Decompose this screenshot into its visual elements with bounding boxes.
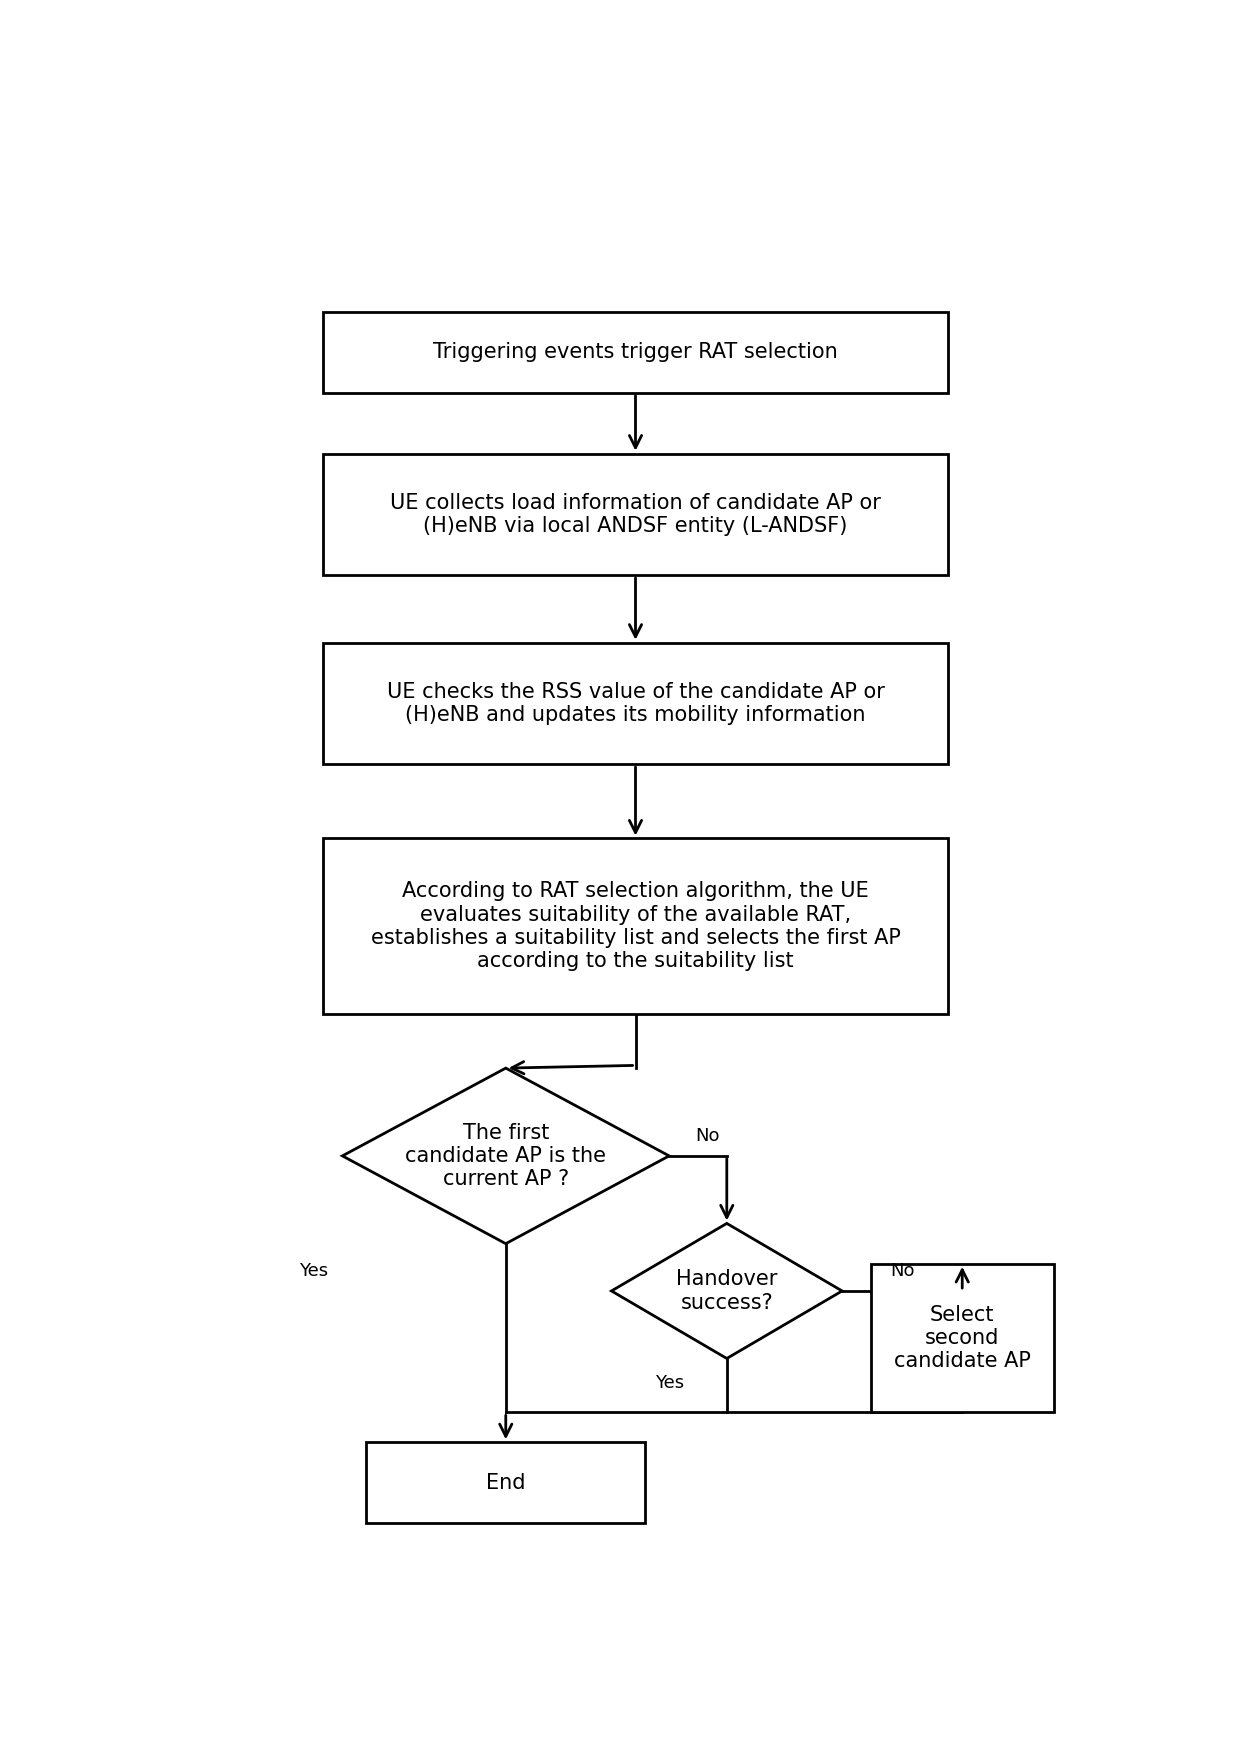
Text: Handover
success?: Handover success? <box>676 1270 777 1312</box>
Text: UE checks the RSS value of the candidate AP or
(H)eNB and updates its mobility i: UE checks the RSS value of the candidate… <box>387 682 884 724</box>
Text: Triggering events trigger RAT selection: Triggering events trigger RAT selection <box>433 342 838 363</box>
Text: End: End <box>486 1473 526 1493</box>
Text: No: No <box>696 1126 720 1145</box>
FancyBboxPatch shape <box>367 1442 645 1522</box>
Text: The first
candidate AP is the
current AP ?: The first candidate AP is the current AP… <box>405 1123 606 1189</box>
FancyBboxPatch shape <box>324 312 947 393</box>
Text: UE collects load information of candidate AP or
(H)eNB via local ANDSF entity (L: UE collects load information of candidat… <box>391 493 880 537</box>
FancyBboxPatch shape <box>324 642 947 765</box>
Text: Select
second
candidate AP: Select second candidate AP <box>894 1305 1030 1372</box>
Text: No: No <box>890 1261 914 1280</box>
FancyBboxPatch shape <box>870 1265 1054 1412</box>
Text: Yes: Yes <box>655 1373 683 1391</box>
Text: According to RAT selection algorithm, the UE
evaluates suitability of the availa: According to RAT selection algorithm, th… <box>371 882 900 972</box>
FancyBboxPatch shape <box>324 454 947 575</box>
FancyBboxPatch shape <box>324 838 947 1014</box>
Text: Yes: Yes <box>299 1261 329 1280</box>
Polygon shape <box>342 1068 670 1244</box>
Polygon shape <box>611 1224 842 1358</box>
